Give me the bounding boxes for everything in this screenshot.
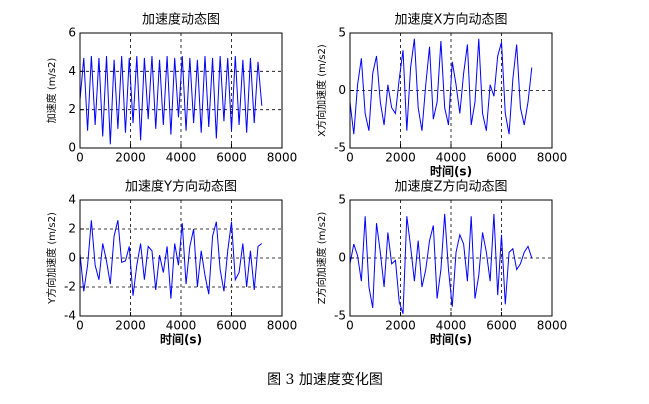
chart-title: 加速度X方向动态图 (395, 12, 508, 28)
axes-box (79, 199, 283, 317)
y-axis-label: 加速度 (m/s2) (45, 58, 58, 124)
y-tick-label: -4 (64, 309, 76, 323)
x-tick-label: 4000 (436, 319, 467, 333)
y-tick-label: 4 (68, 64, 76, 78)
x-tick-label: 4000 (166, 319, 197, 333)
x-axis-label: 时间(s) (430, 332, 472, 347)
data-line (79, 220, 263, 299)
y-tick-label: 5 (338, 26, 346, 40)
x-tick-label: 0 (346, 319, 354, 333)
y-tick-label: 0 (68, 141, 76, 155)
x-tick-label: 4000 (436, 151, 467, 165)
y-axis-label: Z方向加速度 (m/s2) (315, 212, 328, 305)
x-axis-label: 时间(s) (160, 332, 202, 347)
data-line (79, 55, 263, 145)
x-tick-label: 6000 (486, 151, 517, 165)
data-line (349, 213, 533, 314)
caption: 图 3 加速度变化图 (267, 372, 383, 388)
x-tick-label: 0 (76, 319, 84, 333)
x-tick-label: 8000 (537, 151, 568, 165)
x-tick-label: 2000 (385, 151, 416, 165)
y-tick-label: 5 (338, 193, 346, 207)
x-tick-label: 8000 (537, 319, 568, 333)
y-tick-label: 2 (68, 222, 76, 236)
x-tick-label: 6000 (486, 319, 517, 333)
y-tick-label: -5 (334, 141, 346, 155)
y-tick-label: 0 (338, 251, 346, 265)
x-tick-label: 0 (76, 151, 84, 165)
x-axis-label: 时间(s) (430, 164, 472, 179)
chart-title: 加速度动态图 (142, 12, 220, 28)
x-tick-label: 4000 (166, 151, 197, 165)
x-tick-label: 6000 (216, 319, 247, 333)
axes-box (79, 32, 283, 149)
x-tick-label: 2000 (115, 319, 146, 333)
y-axis-label: Y方向加速度 (m/s2) (45, 212, 58, 305)
y-tick-label: -2 (64, 280, 76, 294)
y-tick-label: 6 (68, 26, 76, 40)
data-line (349, 38, 533, 135)
axes-box (349, 199, 553, 317)
x-tick-label: 8000 (267, 319, 298, 333)
y-tick-label: 2 (68, 102, 76, 116)
axes-box (349, 32, 553, 149)
x-tick-label: 2000 (115, 151, 146, 165)
x-tick-label: 6000 (216, 151, 247, 165)
y-tick-label: 0 (338, 83, 346, 97)
y-tick-label: 0 (68, 251, 76, 265)
x-tick-label: 8000 (267, 151, 298, 165)
chart-title: 加速度Y方向动态图 (125, 179, 237, 195)
x-tick-label: 0 (346, 151, 354, 165)
y-tick-label: 4 (68, 193, 76, 207)
x-tick-label: 2000 (385, 319, 416, 333)
chart-title: 加速度Z方向动态图 (395, 179, 508, 195)
y-tick-label: -5 (334, 309, 346, 323)
y-axis-label: X方向加速度 (m/s2) (315, 44, 328, 137)
